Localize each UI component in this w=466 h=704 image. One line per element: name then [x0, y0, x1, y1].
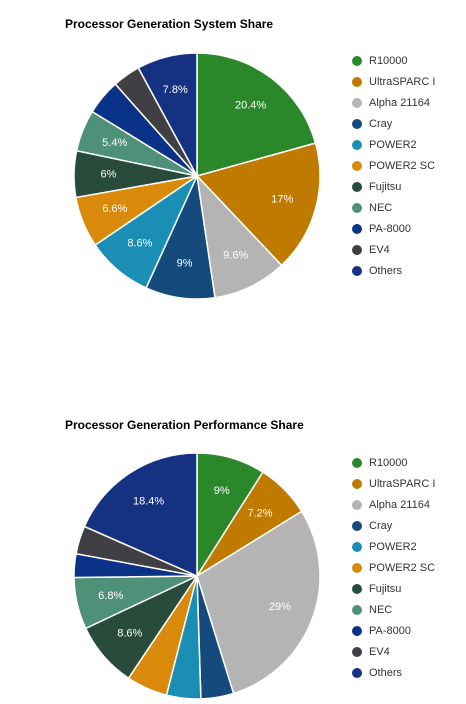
legend-label: Alpha 21164: [369, 96, 430, 109]
slice-data-label: 8.6%: [117, 628, 142, 640]
legend-item: Others: [352, 260, 435, 281]
pie-chart: 9% 7.2% 29% 8.6% 6.8% 18.4%: [73, 452, 321, 700]
legend-item: UltraSPARC I: [352, 71, 435, 92]
slice-data-label: 7.8%: [163, 84, 188, 96]
chart-title: Processor Generation System Share: [65, 17, 274, 31]
legend-item: R10000: [352, 452, 435, 473]
slice-data-label: 9%: [214, 485, 230, 497]
legend-swatch: [352, 55, 362, 66]
legend-swatch: [352, 646, 362, 657]
legend-swatch: [352, 457, 362, 468]
legend-label: R10000: [369, 54, 408, 67]
legend-item: POWER2 SC: [352, 557, 435, 578]
slice-data-label: 29%: [269, 601, 291, 613]
legend-swatch: [352, 244, 362, 255]
pie-slice-r10000: [196, 52, 317, 177]
legend-label: EV4: [369, 243, 390, 256]
pie-chart: 20.4% 17% 9.6% 9% 8.6% 6.6% 6% 5.4% 7.8%: [73, 52, 321, 300]
slice-data-label: 8.6%: [127, 238, 152, 250]
legend-label: EV4: [369, 645, 390, 658]
legend-label: Alpha 21164: [369, 498, 430, 511]
legend-label: POWER2: [369, 540, 417, 553]
legend-swatch: [352, 202, 362, 213]
slice-data-label: 6.8%: [98, 590, 123, 602]
pie-slice-alpha-21164: [195, 173, 283, 299]
legend-label: Cray: [369, 117, 393, 130]
legend-label: UltraSPARC I: [369, 477, 436, 490]
legend-label: POWER2: [369, 138, 417, 151]
slice-data-label: 9.6%: [223, 250, 248, 262]
legend-label: Others: [369, 264, 403, 277]
legend-label: PA-8000: [369, 222, 411, 235]
legend-label: PA-8000: [369, 624, 411, 637]
legend-swatch: [352, 223, 362, 234]
legend-swatch: [352, 160, 362, 171]
legend-item: PA-8000: [352, 218, 435, 239]
chart-legend: R10000 UltraSPARC I Alpha 21164 Cray POWER2 P…: [352, 452, 435, 683]
slice-data-label: 5.4%: [102, 137, 127, 149]
legend-item: EV4: [352, 239, 435, 260]
legend-label: NEC: [369, 201, 393, 214]
legend-swatch: [352, 265, 362, 276]
legend-swatch: [352, 583, 362, 594]
legend-item: Fujitsu: [352, 578, 435, 599]
legend-item: NEC: [352, 599, 435, 620]
legend-swatch: [352, 562, 362, 573]
legend-swatch: [352, 97, 362, 108]
legend-item: Cray: [352, 515, 435, 536]
pie-slice-alpha-21164: [196, 510, 321, 695]
system-share-chart: Processor Generation System Share 20.4% 1…: [0, 0, 466, 340]
legend-label: Others: [369, 666, 403, 679]
chart-title: Processor Generation Performance Share: [65, 418, 304, 432]
slice-data-label: 20.4%: [235, 99, 266, 111]
legend-label: Fujitsu: [369, 582, 402, 595]
performance-share-chart: Processor Generation Performance Share 9…: [0, 400, 466, 704]
legend-label: NEC: [369, 603, 393, 616]
legend-item: POWER2 SC: [352, 155, 435, 176]
legend-item: Alpha 21164: [352, 92, 435, 113]
legend-item: Others: [352, 662, 435, 683]
legend-item: PA-8000: [352, 620, 435, 641]
legend-label: POWER2 SC: [369, 159, 436, 172]
legend-label: R10000: [369, 456, 408, 469]
legend-swatch: [352, 76, 362, 87]
pie-slice-ultrasparc-i: [195, 142, 321, 267]
legend-label: Cray: [369, 519, 393, 532]
legend-label: Fujitsu: [369, 180, 402, 193]
pie-slice-others: [137, 52, 198, 177]
slice-data-label: 9%: [177, 258, 193, 270]
legend-swatch: [352, 478, 362, 489]
legend-swatch: [352, 520, 362, 531]
legend-swatch: [352, 667, 362, 678]
legend-swatch: [352, 499, 362, 510]
legend-swatch: [352, 541, 362, 552]
legend-label: POWER2 SC: [369, 561, 436, 574]
slice-data-label: 6%: [101, 169, 117, 181]
pie-slice-others: [83, 452, 198, 578]
slice-data-label: 17%: [271, 194, 293, 206]
legend-item: Cray: [352, 113, 435, 134]
legend-swatch: [352, 139, 362, 150]
legend-item: POWER2: [352, 536, 435, 557]
legend-item: POWER2: [352, 134, 435, 155]
legend-swatch: [352, 118, 362, 129]
slice-data-label: 7.2%: [247, 508, 272, 520]
legend-item: EV4: [352, 641, 435, 662]
legend-item: Fujitsu: [352, 176, 435, 197]
legend-label: UltraSPARC I: [369, 75, 436, 88]
legend-item: R10000: [352, 50, 435, 71]
legend-swatch: [352, 625, 362, 636]
legend-item: NEC: [352, 197, 435, 218]
legend-swatch: [352, 604, 362, 615]
legend-swatch: [352, 181, 362, 192]
slice-data-label: 6.6%: [102, 203, 127, 215]
slice-data-label: 18.4%: [133, 496, 164, 508]
legend-item: Alpha 21164: [352, 494, 435, 515]
legend-item: UltraSPARC I: [352, 473, 435, 494]
chart-legend: R10000 UltraSPARC I Alpha 21164 Cray POWER2 P…: [352, 50, 435, 281]
